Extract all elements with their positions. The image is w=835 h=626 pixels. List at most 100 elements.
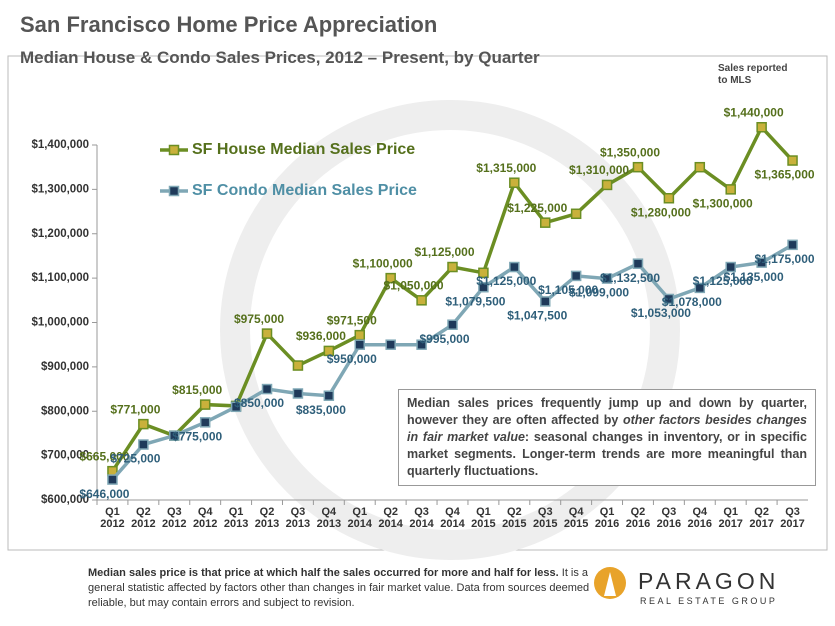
data-label: $775,000: [172, 430, 222, 444]
data-label: $950,000: [327, 352, 377, 366]
logo-name: PARAGON: [638, 568, 780, 594]
marker: [601, 179, 613, 191]
legend-marker: [168, 185, 180, 197]
marker: [261, 383, 273, 395]
marker: [632, 258, 644, 269]
x-tick-label: Q1 2015: [471, 506, 496, 530]
marker: [354, 339, 366, 350]
marker: [725, 261, 736, 273]
data-label: $850,000: [234, 396, 284, 410]
data-label: $1,225,000: [507, 201, 567, 215]
y-tick-label: $800,000: [41, 405, 89, 417]
data-label: $725,000: [110, 452, 160, 466]
data-label: $771,000: [110, 402, 160, 416]
marker: [694, 161, 706, 173]
marker: [601, 273, 613, 284]
data-label: $1,365,000: [755, 168, 815, 182]
x-tick-label: Q3 2013: [285, 506, 311, 530]
data-label: $1,315,000: [476, 161, 536, 175]
watermark: [220, 100, 680, 560]
marker: [199, 417, 211, 428]
data-label: $1,100,000: [353, 256, 413, 270]
data-label: $1,078,000: [662, 295, 722, 309]
y-tick-label: $1,300,000: [31, 183, 89, 195]
marker: [694, 282, 706, 294]
x-tick-label: Q4 2015: [563, 506, 589, 530]
legend-marker: [168, 144, 180, 156]
data-label: $1,047,500: [507, 309, 567, 323]
chart-title: San Francisco Home Price Appreciation: [20, 12, 438, 37]
x-tick-label: Q3 2017: [780, 506, 805, 530]
footer: Median sales price is that price at whic…: [88, 566, 608, 611]
marker: [385, 272, 396, 284]
annotation-text: Median sales prices frequently jump up a…: [407, 396, 807, 427]
x-tick-label: Q4 2012: [192, 506, 218, 530]
marker: [756, 122, 767, 133]
data-label: $835,000: [296, 403, 346, 417]
data-label: $1,135,000: [724, 270, 784, 284]
x-tick-label: Q2 2014: [378, 506, 403, 530]
marker: [169, 430, 180, 441]
marker: [539, 296, 551, 307]
legend-label: SF Condo Median Sales Price: [192, 182, 417, 199]
marker: [570, 270, 582, 282]
data-label: $1,079,500: [445, 294, 505, 308]
x-tick-label: Q4 2014: [440, 506, 465, 530]
marker: [570, 208, 582, 220]
legend-label: SF House Median Sales Price: [192, 141, 415, 158]
marker: [416, 339, 427, 350]
marker: [478, 267, 489, 279]
data-label: $1,300,000: [693, 197, 753, 211]
data-label: $971,500: [327, 313, 377, 327]
x-tick-label: Q1 2013: [223, 506, 249, 530]
marker: [725, 184, 736, 195]
marker: [447, 319, 458, 330]
marker: [416, 295, 427, 306]
marker: [199, 399, 211, 410]
chart-subtitle: Median House & Condo Sales Prices, 2012 …: [20, 48, 540, 67]
data-label: $815,000: [172, 383, 222, 397]
marker: [292, 360, 304, 371]
marker: [323, 345, 335, 357]
data-label: $1,099,000: [569, 286, 629, 300]
data-label: $975,000: [234, 312, 284, 326]
marker: [292, 388, 304, 399]
marker: [756, 257, 767, 268]
x-tick-label: Q3 2012: [162, 506, 187, 530]
data-label: $665,000: [79, 449, 129, 463]
data-label: $1,175,000: [755, 252, 815, 266]
data-label: $1,125,000: [476, 274, 536, 288]
marker: [447, 261, 458, 273]
data-label: $936,000: [296, 329, 346, 343]
data-label: $1,050,000: [384, 278, 444, 292]
marker: [261, 328, 273, 339]
data-label: $995,000: [419, 332, 469, 346]
data-label: $1,125,000: [414, 245, 474, 259]
marker: [787, 155, 798, 166]
data-label: $1,053,000: [631, 306, 691, 320]
marker: [478, 281, 489, 293]
x-tick-label: Q3 2015: [532, 506, 558, 530]
x-tick-label: Q4 2013: [316, 506, 342, 530]
marker: [509, 261, 520, 273]
y-tick-label: $600,000: [41, 494, 89, 506]
marker: [787, 239, 798, 251]
marker: [107, 474, 118, 485]
marker: [354, 329, 366, 341]
data-label: $1,125,000: [693, 274, 753, 288]
data-label: $1,105,000: [538, 283, 598, 297]
data-label: $646,000: [79, 487, 129, 501]
data-label: $1,350,000: [600, 145, 660, 159]
marker: [632, 161, 644, 173]
y-tick-label: $1,100,000: [31, 272, 89, 284]
y-tick-label: $900,000: [41, 361, 89, 373]
footer-text: It is a general statistic affected by fa…: [88, 567, 590, 609]
logo-tagline: REAL ESTATE GROUP: [640, 596, 778, 606]
x-tick-label: Q4 2016: [687, 506, 713, 530]
logo-icon-mark: [604, 572, 616, 596]
annotation: Median sales prices frequently jump up a…: [398, 389, 816, 486]
data-label: $1,440,000: [724, 105, 784, 119]
x-tick-label: Q2 2016: [625, 506, 651, 530]
